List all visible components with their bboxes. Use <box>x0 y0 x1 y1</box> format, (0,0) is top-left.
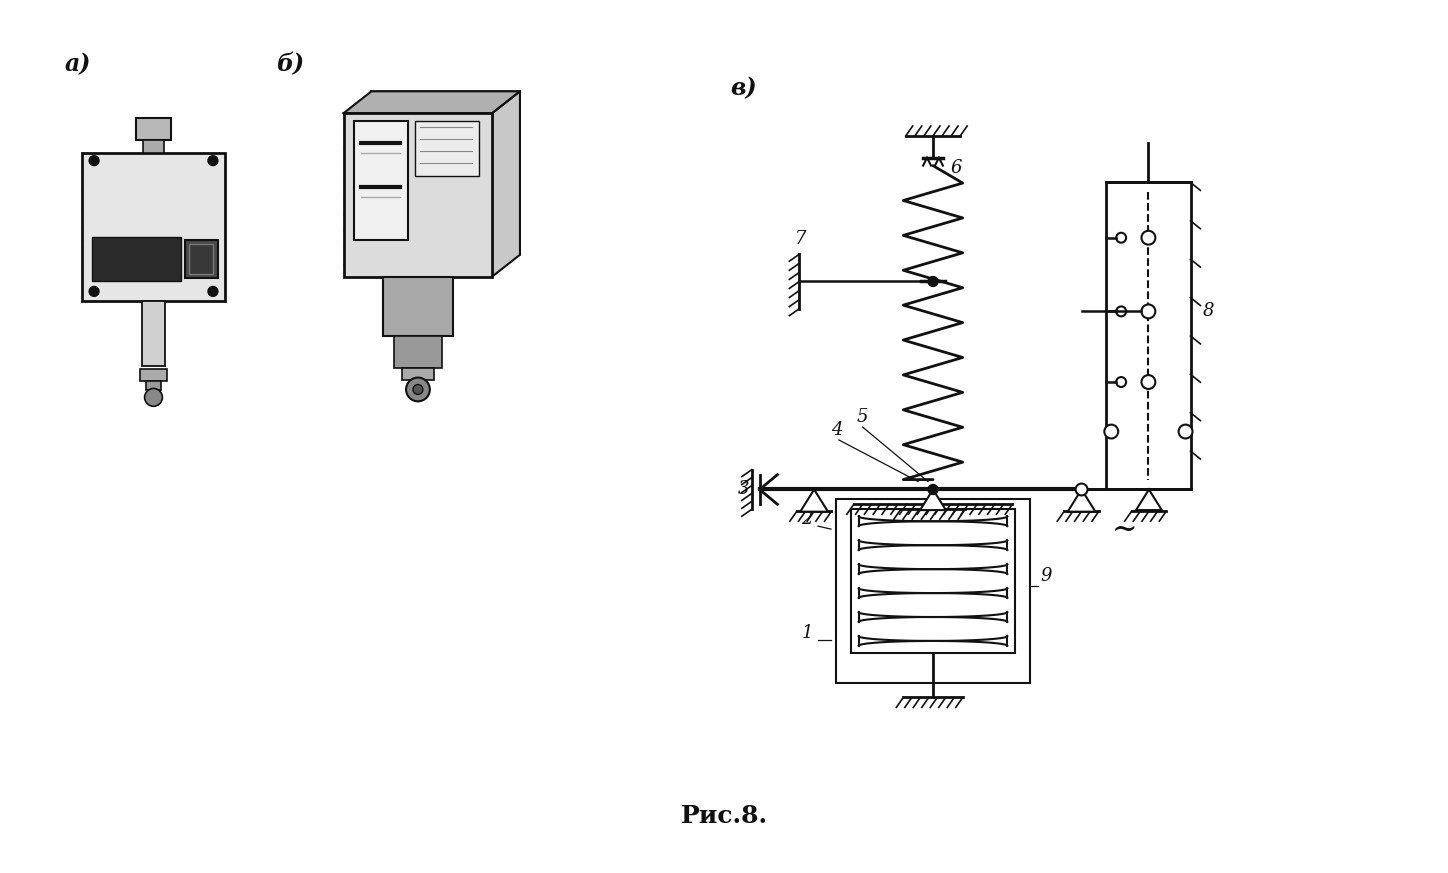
Bar <box>394 336 442 368</box>
Bar <box>146 381 161 390</box>
Bar <box>1106 182 1190 490</box>
Polygon shape <box>343 92 520 113</box>
Text: 4: 4 <box>831 421 843 439</box>
Circle shape <box>1141 375 1156 389</box>
Polygon shape <box>801 490 828 512</box>
Text: 3: 3 <box>738 480 750 498</box>
Polygon shape <box>1067 490 1096 512</box>
Bar <box>142 140 165 153</box>
Text: в): в) <box>730 76 756 100</box>
Polygon shape <box>1137 490 1161 510</box>
Circle shape <box>928 485 938 494</box>
Bar <box>384 277 453 336</box>
Text: Рис.8.: Рис.8. <box>681 804 767 828</box>
Circle shape <box>1116 377 1127 387</box>
Polygon shape <box>919 490 946 510</box>
Bar <box>371 92 520 255</box>
Text: б): б) <box>277 52 304 77</box>
Text: 1: 1 <box>801 624 812 642</box>
Bar <box>81 153 226 301</box>
Bar <box>353 121 408 240</box>
Bar <box>139 368 168 381</box>
Circle shape <box>1116 306 1127 316</box>
Bar <box>136 118 171 140</box>
Circle shape <box>90 155 98 166</box>
Text: 8: 8 <box>1202 302 1213 320</box>
Text: 6: 6 <box>951 159 963 176</box>
Text: а): а) <box>64 52 91 77</box>
Bar <box>185 240 217 278</box>
Bar <box>851 509 1015 653</box>
Bar <box>142 301 165 366</box>
Circle shape <box>1141 305 1156 319</box>
Bar <box>403 368 434 380</box>
Bar <box>343 113 492 277</box>
Bar <box>190 244 213 273</box>
Text: ~: ~ <box>1111 515 1137 546</box>
Text: 5: 5 <box>857 409 869 426</box>
Bar <box>416 121 479 175</box>
Circle shape <box>1116 233 1127 243</box>
Text: 2: 2 <box>801 510 812 528</box>
Text: 9: 9 <box>1040 567 1051 585</box>
Circle shape <box>145 388 162 406</box>
Circle shape <box>90 286 98 296</box>
Circle shape <box>1076 484 1087 496</box>
Bar <box>93 237 181 281</box>
Circle shape <box>413 384 423 395</box>
Circle shape <box>1141 230 1156 244</box>
Bar <box>835 499 1030 683</box>
Text: 7: 7 <box>795 230 807 248</box>
Circle shape <box>928 277 938 286</box>
Circle shape <box>1179 424 1193 438</box>
Polygon shape <box>492 92 520 277</box>
Circle shape <box>209 155 217 166</box>
Circle shape <box>405 377 430 402</box>
Circle shape <box>1105 424 1118 438</box>
Circle shape <box>209 286 217 296</box>
